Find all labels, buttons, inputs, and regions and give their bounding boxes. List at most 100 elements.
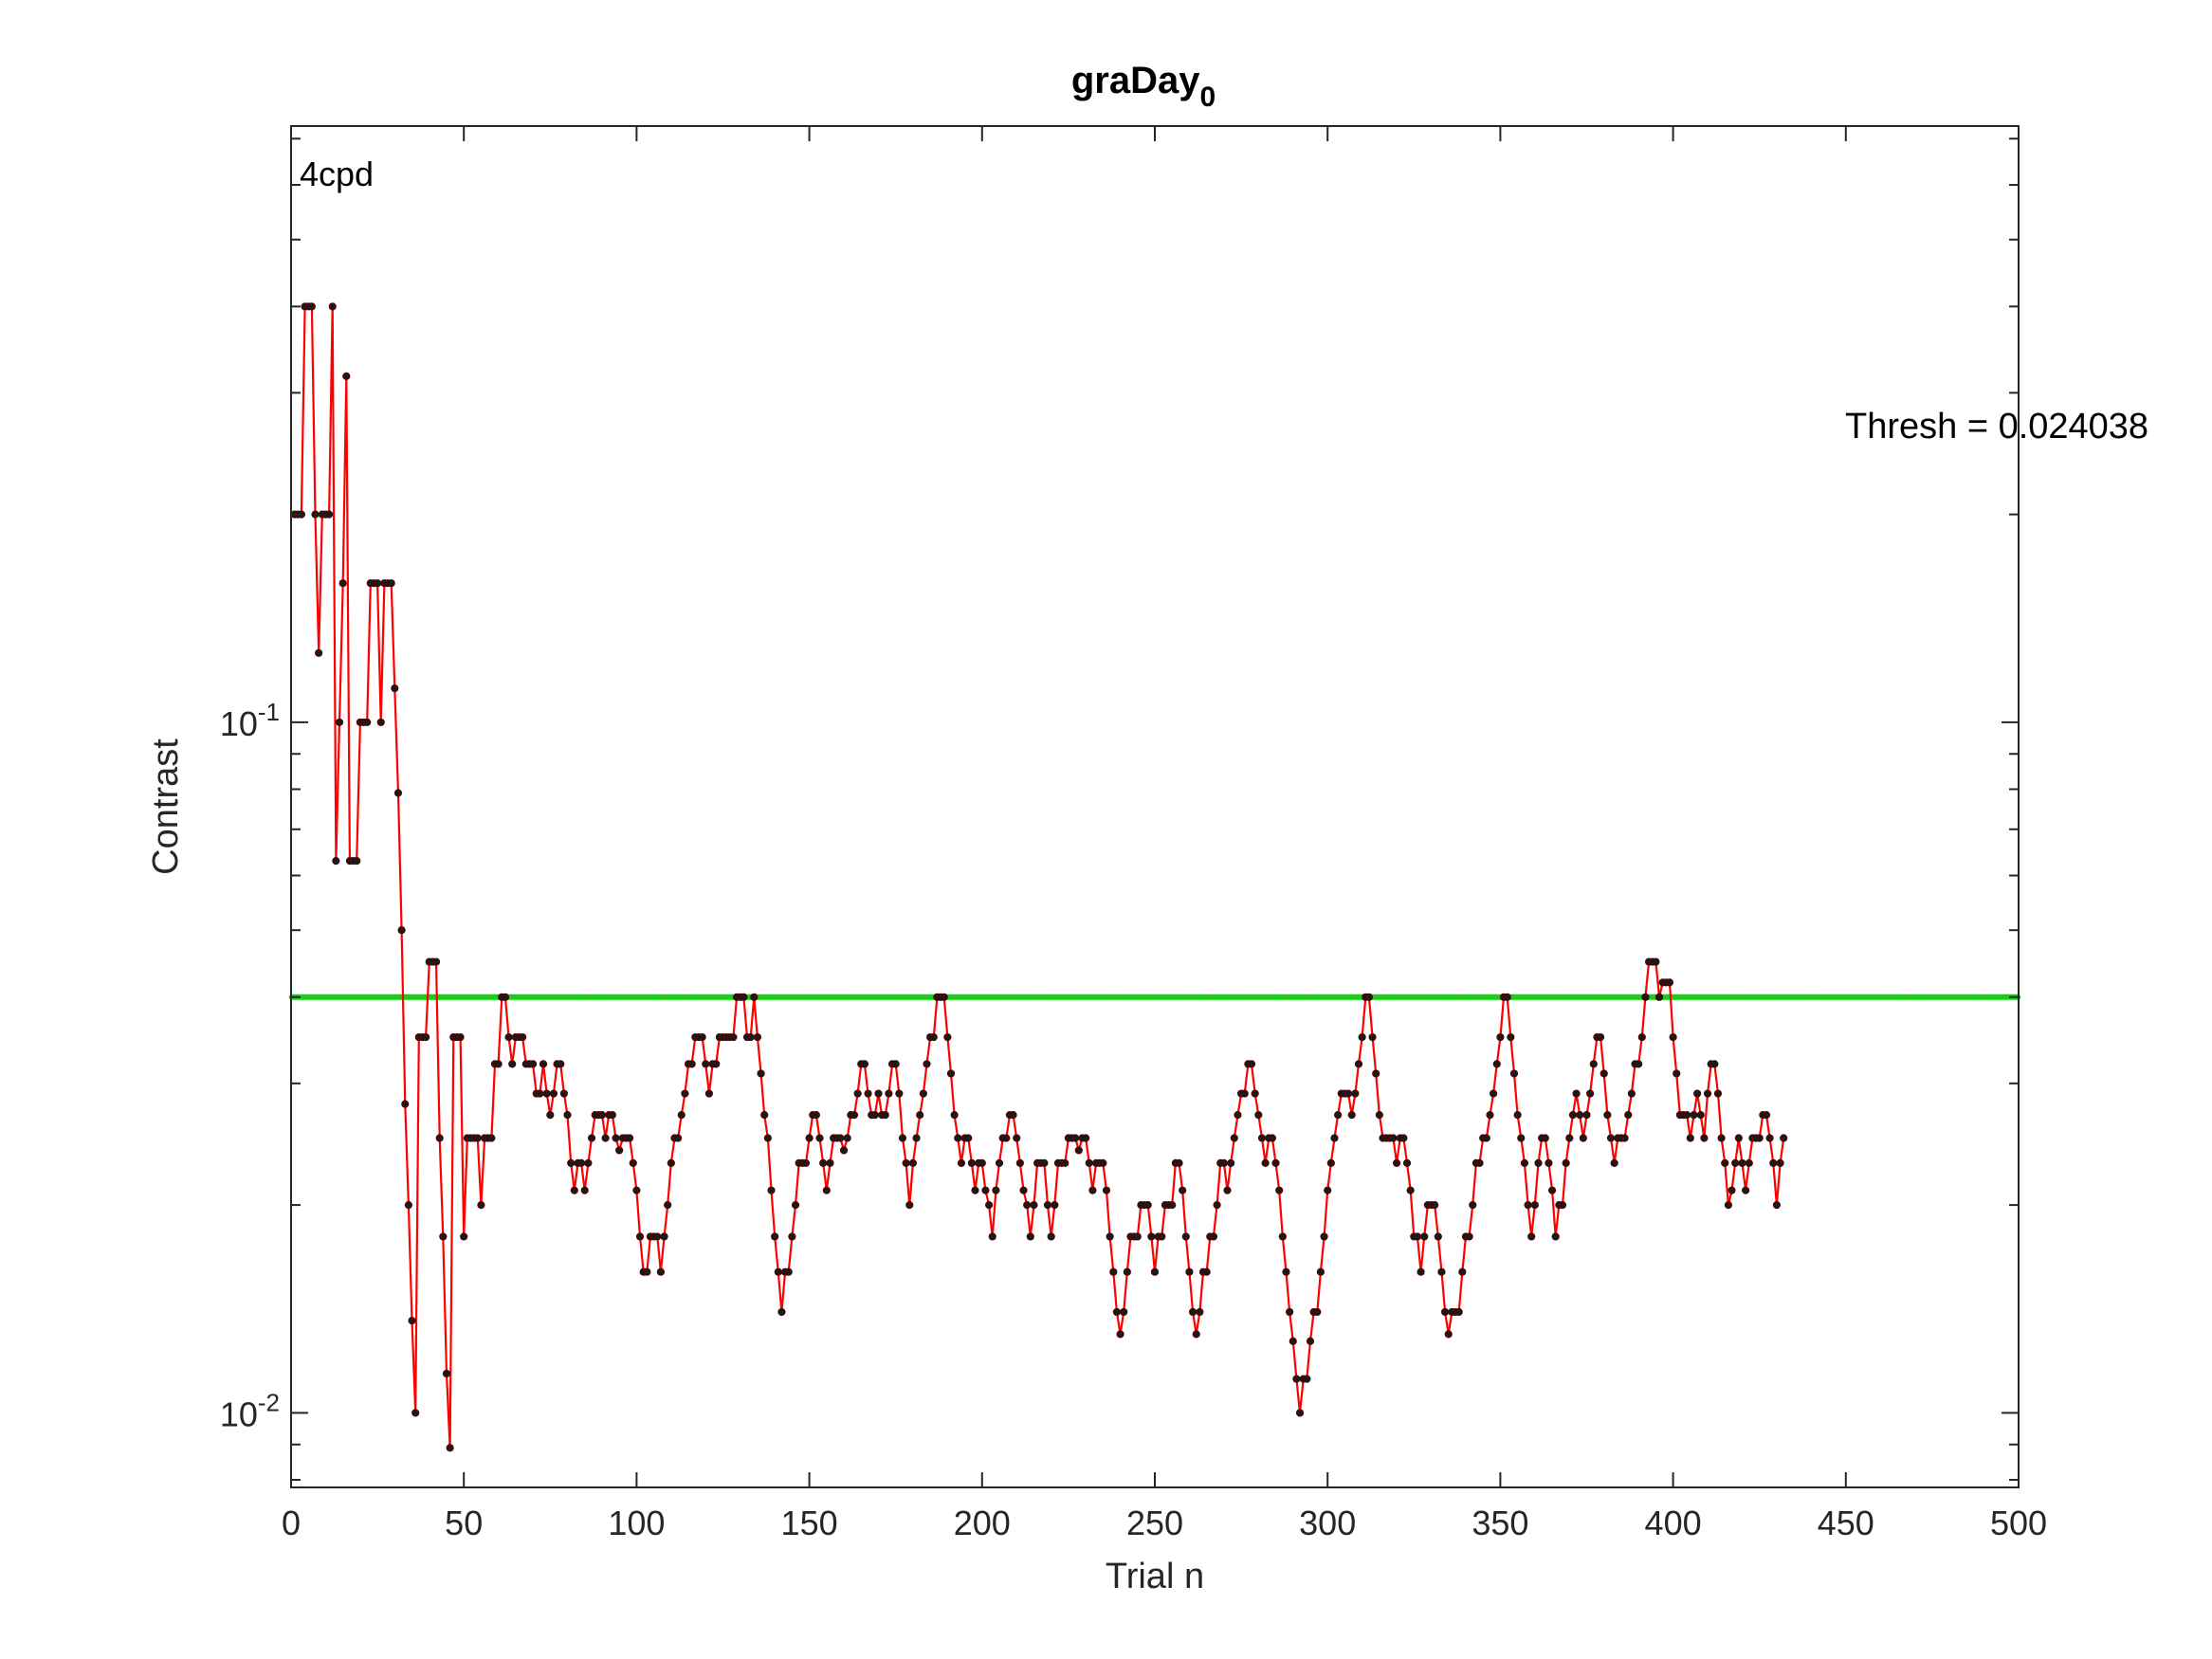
threshold-marker <box>1380 994 1385 1000</box>
data-point <box>771 1232 779 1241</box>
data-point <box>860 1060 869 1068</box>
data-point <box>1292 1375 1301 1383</box>
threshold-marker <box>551 994 557 1000</box>
data-point <box>967 1158 976 1167</box>
data-point <box>1002 1134 1011 1142</box>
threshold-marker <box>1829 994 1835 1000</box>
data-point <box>643 1267 651 1276</box>
data-point <box>1755 1134 1764 1142</box>
threshold-marker <box>1574 994 1579 1000</box>
data-point <box>1710 1060 1719 1068</box>
threshold-marker <box>1877 994 1883 1000</box>
threshold-marker <box>1988 994 1994 1000</box>
data-point <box>943 1032 952 1042</box>
threshold-marker <box>952 994 958 1000</box>
data-point <box>656 1267 666 1276</box>
threshold-marker <box>1263 994 1269 1000</box>
data-point <box>826 1158 834 1167</box>
data-point <box>587 1134 596 1142</box>
data-point <box>363 718 372 727</box>
data-point <box>1023 1200 1032 1210</box>
threshold-marker <box>1345 994 1351 1000</box>
data-point <box>1776 1158 1784 1167</box>
data-point <box>1085 1158 1093 1167</box>
data-point <box>895 1089 904 1098</box>
data-point <box>1728 1186 1736 1194</box>
threshold-marker <box>482 994 487 1000</box>
data-point <box>902 1158 910 1167</box>
staircase-markers-group <box>290 302 1788 1452</box>
data-point <box>760 1111 769 1120</box>
data-point <box>992 1186 1000 1194</box>
threshold-marker <box>683 994 687 1000</box>
threshold-marker <box>1276 994 1282 1000</box>
threshold-marker <box>1843 994 1849 1000</box>
threshold-marker <box>302 994 307 1000</box>
data-point <box>1724 1200 1733 1210</box>
data-point <box>1721 1158 1729 1167</box>
data-point <box>667 1158 675 1167</box>
data-point <box>1251 1089 1259 1098</box>
threshold-marker <box>1788 994 1793 1000</box>
threshold-marker <box>1400 994 1406 1000</box>
data-point <box>431 957 441 966</box>
data-point <box>1286 1307 1294 1317</box>
x-tick-label: 450 <box>1818 1504 1874 1542</box>
threshold-marker <box>1228 994 1234 1000</box>
threshold-marker <box>1587 994 1593 1000</box>
data-point <box>1320 1232 1328 1241</box>
data-point <box>1444 1330 1453 1339</box>
threshold-marker <box>1221 994 1227 1000</box>
threshold-marker <box>1179 994 1185 1000</box>
data-point <box>750 993 759 1001</box>
data-point <box>576 1158 586 1167</box>
data-point <box>1527 1232 1536 1241</box>
data-point <box>584 1158 593 1167</box>
x-axis-ticks: 0 50 100 150 200 250 300 350 400 450 500 <box>282 126 2047 1542</box>
panel-annotation: 4cpd <box>300 155 374 193</box>
data-point <box>1185 1267 1194 1276</box>
x-tick-label: 0 <box>282 1504 301 1542</box>
threshold-marker <box>1332 994 1337 1000</box>
data-point <box>528 1060 538 1068</box>
threshold-marker <box>1961 994 1966 1000</box>
threshold-marker <box>1601 994 1607 1000</box>
threshold-marker <box>1021 994 1026 1000</box>
data-point <box>1240 1089 1249 1098</box>
data-point <box>1372 1069 1380 1078</box>
threshold-marker <box>1014 994 1019 1000</box>
data-point <box>1762 1111 1771 1120</box>
data-point <box>1434 1232 1442 1241</box>
threshold-marker <box>1297 994 1303 1000</box>
data-point <box>1600 1069 1608 1078</box>
data-point <box>864 1089 872 1098</box>
data-point <box>1454 1307 1463 1317</box>
data-point <box>615 1146 624 1155</box>
threshold-marker <box>620 994 626 1000</box>
data-point <box>687 1060 696 1068</box>
threshold-marker <box>1954 994 1959 1000</box>
data-point <box>353 856 361 866</box>
threshold-marker <box>1885 994 1890 1000</box>
threshold-marker <box>1118 994 1123 1000</box>
data-point <box>328 302 337 311</box>
threshold-marker <box>1442 994 1448 1000</box>
threshold-marker <box>799 994 805 1000</box>
threshold-marker <box>1194 994 1199 1000</box>
data-point <box>601 1134 610 1142</box>
threshold-marker <box>1387 994 1393 1000</box>
threshold-marker <box>323 994 328 1000</box>
data-point <box>1275 1186 1284 1194</box>
threshold-marker <box>475 994 481 1000</box>
threshold-marker <box>1822 994 1828 1000</box>
threshold-marker <box>1152 994 1158 1000</box>
data-point <box>891 1060 900 1068</box>
data-point <box>393 789 403 797</box>
data-point <box>1742 1186 1750 1194</box>
data-point <box>1289 1337 1297 1345</box>
threshold-marker <box>357 994 363 1000</box>
data-point <box>874 1089 883 1098</box>
data-point <box>853 1089 862 1098</box>
data-point <box>1693 1089 1702 1098</box>
threshold-marker <box>1837 994 1841 1000</box>
